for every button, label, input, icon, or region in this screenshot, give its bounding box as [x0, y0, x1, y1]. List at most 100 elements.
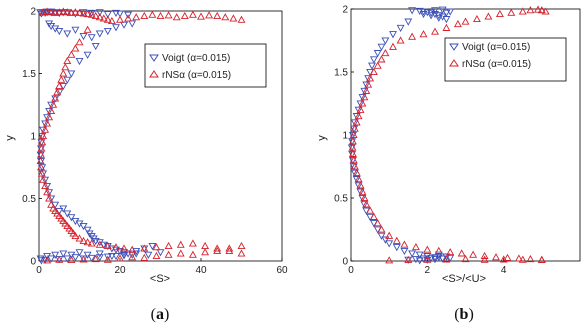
data-point-rns-b — [354, 174, 363, 183]
data-point-rns-a — [103, 241, 112, 250]
data-point-rns-b — [350, 124, 359, 132]
data-point-voigt-a — [39, 170, 48, 178]
data-point-voigt-b — [369, 56, 378, 64]
data-point-rns-a — [75, 38, 84, 46]
x-tick-label-b: 4 — [501, 265, 507, 276]
y-tick-label-a: 0 — [30, 257, 36, 268]
data-point-voigt-a — [41, 120, 50, 128]
data-point-rns-b — [404, 255, 413, 264]
data-point-voigt-a — [103, 253, 112, 261]
data-point-rns-a — [41, 125, 50, 133]
data-point-rns-a — [67, 50, 76, 58]
data-point-rns-a — [237, 249, 246, 257]
data-point-voigt-b — [362, 81, 371, 89]
data-point-rns-a — [63, 8, 72, 16]
data-point-voigt-a — [71, 26, 80, 34]
data-point-rns-a — [41, 181, 50, 190]
data-point-rns-b — [480, 251, 489, 259]
data-point-voigt-a — [37, 10, 46, 18]
data-point-rns-a — [176, 240, 185, 248]
data-point-voigt-b — [431, 256, 439, 264]
data-point-rns-b — [369, 67, 378, 76]
data-point-rns-b — [434, 246, 443, 254]
data-point-rns-a — [43, 119, 52, 127]
data-point-voigt-b — [434, 14, 443, 22]
data-point-rns-a — [67, 255, 76, 264]
legend-marker-rns-b — [449, 59, 459, 67]
data-point-rns-a — [55, 255, 64, 263]
data-point-voigt-a — [43, 114, 52, 122]
y-axis-label-a: y — [4, 135, 16, 141]
data-point-rns-b — [503, 253, 512, 261]
data-point-rns-a — [87, 10, 96, 18]
data-point-voigt-b — [377, 43, 386, 51]
data-point-rns-b — [385, 256, 394, 264]
data-point-rns-b — [526, 254, 535, 263]
data-point-rns-a — [71, 44, 80, 52]
y-tick-label-a: 0.5 — [22, 194, 36, 205]
data-point-rns-a — [95, 13, 104, 21]
data-point-voigt-a — [71, 254, 80, 262]
data-point-rns-b — [369, 212, 378, 220]
data-point-voigt-b — [354, 182, 363, 190]
data-point-rns-b — [385, 231, 394, 239]
data-point-voigt-a — [95, 250, 104, 258]
data-point-rns-a — [83, 9, 92, 18]
data-point-rns-a — [213, 11, 222, 20]
data-point-rns-a — [63, 56, 72, 65]
data-point-rns-a — [188, 10, 197, 18]
data-point-rns-a — [188, 250, 197, 258]
data-point-rns-b — [349, 130, 358, 139]
data-point-rns-a — [83, 25, 92, 33]
data-point-rns-a — [128, 245, 137, 253]
data-point-rns-b — [348, 149, 357, 157]
x-tick-label-a: 60 — [276, 265, 288, 276]
data-point-rns-b — [356, 181, 365, 189]
data-point-voigt-a — [47, 255, 56, 263]
data-point-voigt-b — [389, 31, 397, 39]
data-point-rns-b — [461, 17, 470, 25]
data-point-voigt-b — [360, 201, 369, 209]
data-point-voigt-a — [112, 252, 120, 261]
data-point-rns-a — [75, 234, 84, 242]
data-point-rns-a — [152, 251, 161, 260]
data-point-voigt-b — [350, 119, 359, 127]
data-point-voigt-b — [415, 257, 424, 265]
data-point-rns-a — [180, 11, 189, 20]
data-point-rns-b — [480, 255, 489, 263]
data-point-rns-a — [71, 8, 80, 16]
data-point-rns-a — [237, 15, 246, 23]
data-point-rns-b — [442, 23, 451, 31]
data-point-rns-a — [47, 106, 56, 115]
data-point-rns-b — [366, 74, 375, 82]
data-point-rns-a — [221, 13, 230, 21]
data-point-voigt-a — [87, 9, 96, 18]
data-point-rns-b — [364, 80, 373, 88]
data-point-rns-b — [352, 118, 361, 126]
y-tick-label-a: 1.5 — [22, 69, 36, 80]
data-point-rns-a — [79, 236, 88, 245]
data-point-rns-b — [537, 6, 546, 14]
data-point-voigt-b — [354, 106, 363, 114]
data-point-rns-a — [37, 169, 46, 177]
data-point-rns-b — [362, 86, 371, 94]
legend-entry-voigt-b: Voigt (α=0.015) — [462, 42, 530, 53]
data-point-rns-a — [39, 131, 48, 140]
data-point-rns-b — [446, 248, 455, 256]
data-point-voigt-a — [128, 20, 137, 28]
data-point-voigt-a — [120, 252, 129, 260]
data-point-voigt-a — [91, 42, 100, 51]
legend-marker-voigt-a — [149, 54, 159, 62]
data-point-rns-a — [37, 163, 45, 171]
data-point-voigt-b — [419, 11, 428, 19]
data-point-rns-a — [213, 244, 222, 252]
data-point-rns-b — [419, 30, 428, 38]
data-point-rns-b — [431, 27, 439, 35]
legend-entry-voigt-a: Voigt (α=0.015) — [162, 53, 230, 64]
data-point-rns-b — [400, 240, 409, 248]
data-point-rns-b — [473, 14, 481, 23]
data-point-rns-a — [83, 238, 92, 246]
data-point-voigt-a — [124, 11, 133, 19]
data-points-b — [347, 5, 550, 265]
